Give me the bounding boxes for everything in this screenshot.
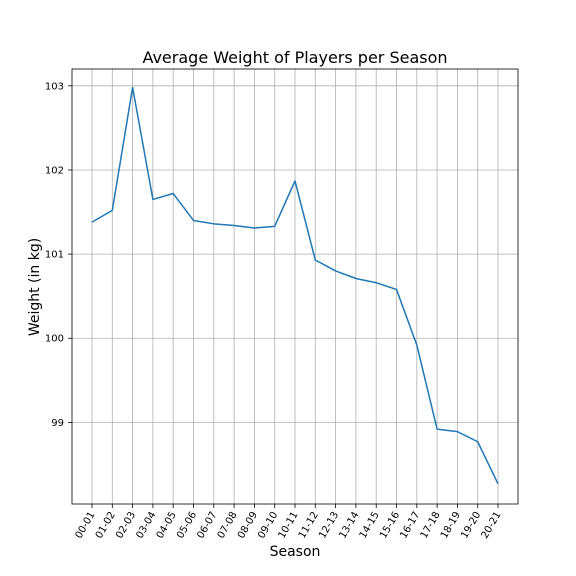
y-tick-label: 103 [45, 81, 64, 92]
y-tick-label: 100 [45, 334, 64, 345]
y-tick-label: 101 [45, 250, 64, 261]
chart-title: Average Weight of Players per Season [142, 48, 447, 67]
y-tick-label: 99 [51, 418, 64, 429]
x-tick-label: 20-21 [480, 510, 504, 541]
grid [72, 69, 518, 504]
y-axis: 99 100 101 102 103 [45, 81, 72, 429]
x-axis: 00-0101-0202-0303-0404-0505-0606-0707-08… [74, 504, 504, 541]
y-axis-label: Weight (in kg) [27, 238, 43, 336]
series-line [91, 86, 499, 485]
x-axis-label: Season [270, 544, 321, 560]
y-tick-label: 102 [45, 165, 64, 176]
plot-area [91, 86, 499, 485]
